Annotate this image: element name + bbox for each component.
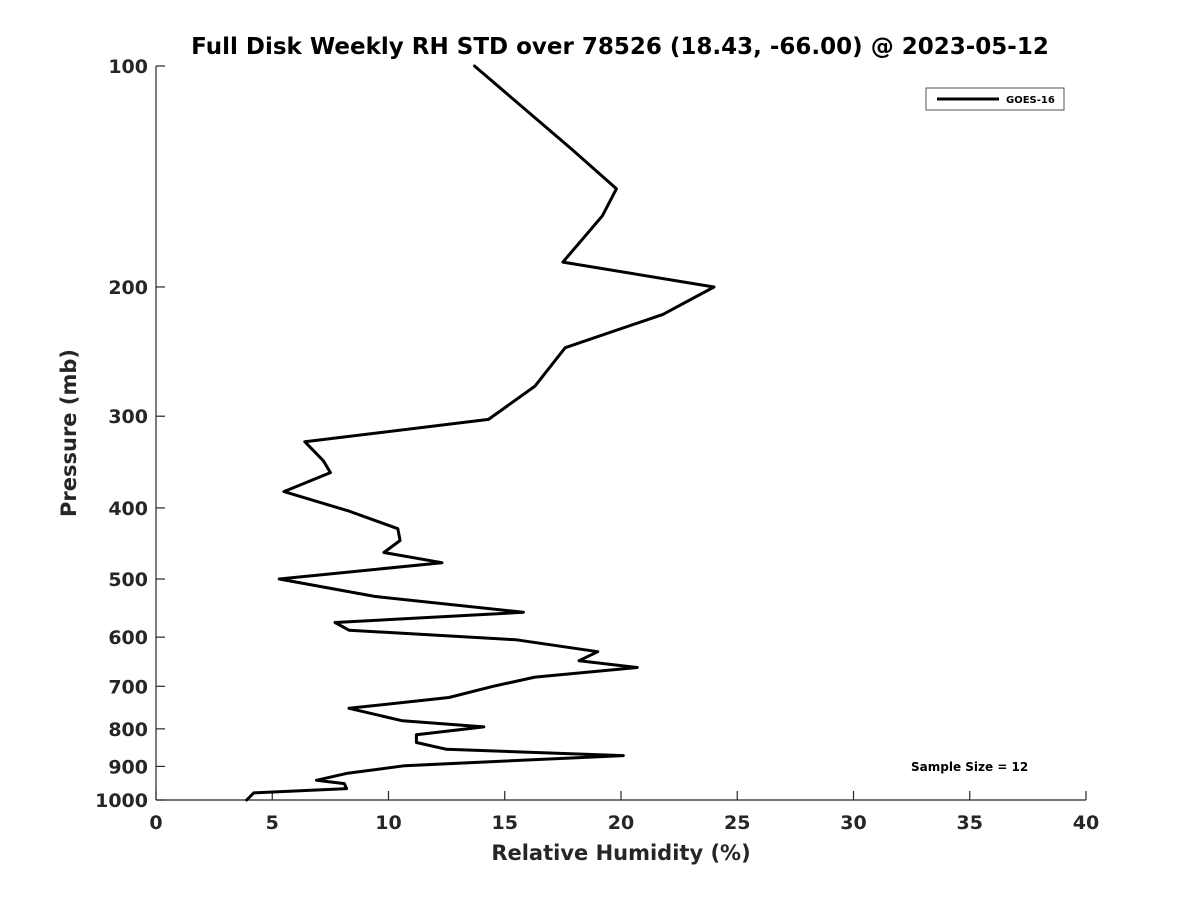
y-tick-label: 800 (108, 719, 148, 741)
series-layer (245, 64, 716, 802)
y-axis-ticks: 100 200 300 400 500 600 700 800 900 1000 (95, 56, 165, 812)
x-tick-label: 0 (149, 812, 162, 834)
sample-size-annotation: Sample Size = 12 (911, 760, 1028, 774)
x-tick-label: 30 (840, 812, 866, 834)
chart-title: Full Disk Weekly RH STD over 78526 (18.4… (191, 34, 1049, 60)
x-tick-label: 5 (266, 812, 279, 834)
y-tick-label: 500 (108, 569, 148, 591)
x-tick-label: 20 (608, 812, 634, 834)
y-tick-label: 1000 (95, 790, 148, 812)
legend: GOES-16 (925, 87, 1065, 111)
x-axis-label: Relative Humidity (%) (491, 841, 750, 865)
x-tick-label: 10 (375, 812, 401, 834)
x-tick-label: 35 (957, 812, 983, 834)
y-tick-label: 100 (108, 56, 148, 78)
x-tick-label: 15 (492, 812, 518, 834)
y-tick-label: 200 (108, 277, 148, 299)
y-tick-label: 700 (108, 676, 148, 698)
plot-area: 0 5 10 15 20 25 30 35 40 100 200 300 400 500 600 700 80… (95, 56, 1099, 834)
y-tick-label: 300 (108, 406, 148, 428)
y-tick-label: 400 (108, 498, 148, 520)
x-tick-label: 25 (724, 812, 750, 834)
series-line-goes-16 (245, 64, 716, 802)
x-axis-ticks: 0 5 10 15 20 25 30 35 40 (149, 791, 1099, 834)
legend-label-goes-16: GOES-16 (1006, 95, 1055, 106)
y-axis-label: Pressure (mb) (57, 349, 81, 517)
x-tick-label: 40 (1073, 812, 1099, 834)
y-tick-label: 600 (108, 627, 148, 649)
y-tick-label: 900 (108, 756, 148, 778)
